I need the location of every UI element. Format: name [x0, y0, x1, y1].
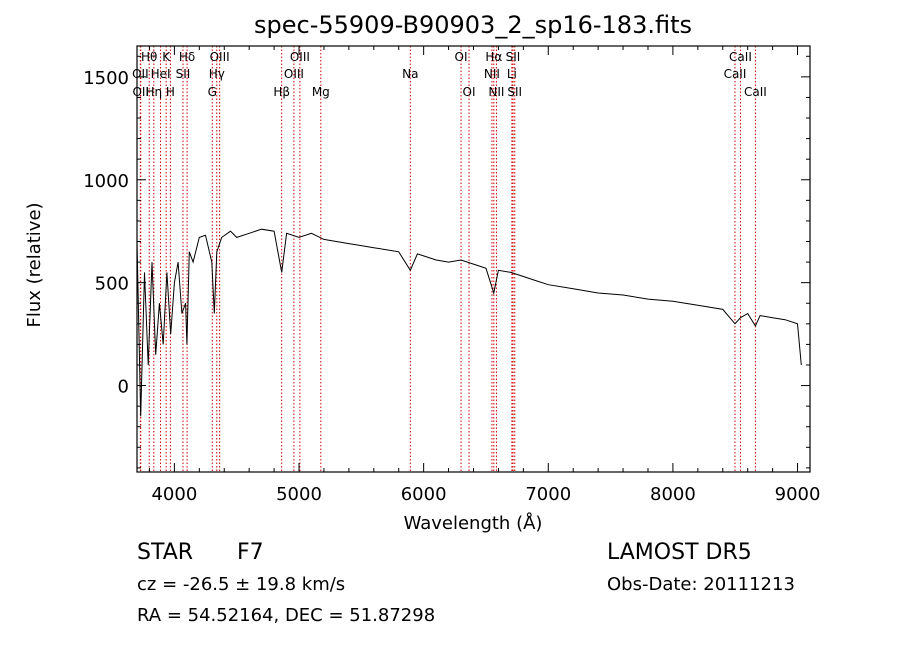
plot-frame: [136, 45, 811, 473]
line-label-10: HeI: [151, 67, 171, 81]
spectral-line-markers: [139, 46, 756, 472]
line-label-25: NII: [488, 85, 504, 99]
y-tick-label-1: 500: [95, 274, 129, 295]
line-label-8: CaII: [729, 50, 752, 64]
x-tick-label-1: 5000: [276, 484, 322, 505]
y-axis-ticks: 0 500 1000 1500: [83, 55, 810, 469]
spectrum-line: [136, 228, 802, 417]
obs-date-text: Obs-Date: 20111213: [607, 574, 795, 595]
line-label-17: CaII: [724, 67, 747, 81]
line-label-16: Li: [507, 67, 517, 81]
line-label-24: OI: [463, 85, 476, 99]
x-axis-ticks: 4000 5000 6000 7000 8000 9000: [148, 46, 821, 505]
y-axis-label: Flux (relative): [24, 202, 45, 327]
line-label-12: Hγ: [209, 67, 225, 81]
line-label-6: Hα: [485, 50, 502, 64]
line-label-23: Mg: [312, 85, 330, 99]
coordinates-text: RA = 54.52164, DEC = 51.87298: [137, 605, 435, 626]
line-label-19: Hη: [146, 85, 163, 99]
object-subclass: F7: [237, 540, 264, 565]
line-label-0: Hθ: [141, 50, 157, 64]
spectral-line-labels: Hθ K Hδ OIII OIII OI Hα SII CaII OII HeI SII Hγ OIII N…: [132, 50, 767, 99]
line-label-14: Na: [402, 67, 418, 81]
line-label-1: K: [162, 50, 171, 64]
x-tick-label-5: 9000: [775, 484, 821, 505]
line-label-7: SII: [506, 50, 521, 64]
survey-name: LAMOST DR5: [607, 540, 752, 565]
line-label-4: OIII: [290, 50, 310, 64]
y-tick-label-3: 1500: [83, 68, 129, 89]
line-label-21: G: [208, 85, 217, 99]
x-tick-label-3: 7000: [525, 484, 571, 505]
y-tick-label-0: 0: [118, 377, 129, 398]
line-label-2: Hδ: [179, 50, 195, 64]
line-label-26: SII: [507, 85, 522, 99]
line-label-11: SII: [176, 67, 191, 81]
y-tick-label-2: 1000: [83, 171, 129, 192]
line-label-15: NII: [484, 67, 500, 81]
x-tick-label-2: 6000: [401, 484, 447, 505]
line-label-9: OII: [132, 67, 149, 81]
line-label-27: CaII: [744, 85, 767, 99]
line-label-13: OIII: [284, 67, 304, 81]
x-tick-label-0: 4000: [151, 484, 197, 505]
x-axis-label: Wavelength (Å): [404, 512, 543, 534]
x-tick-label-4: 8000: [650, 484, 696, 505]
line-label-5: OI: [455, 50, 468, 64]
object-class: STAR: [137, 540, 193, 565]
redshift-text: cz = -26.5 ± 19.8 km/s: [137, 574, 345, 595]
line-label-3: OIII: [210, 50, 230, 64]
line-label-20: H: [166, 85, 175, 99]
chart-title: spec-55909-B90903_2_sp16-183.fits: [254, 11, 692, 39]
line-label-22: Hβ: [273, 85, 290, 99]
